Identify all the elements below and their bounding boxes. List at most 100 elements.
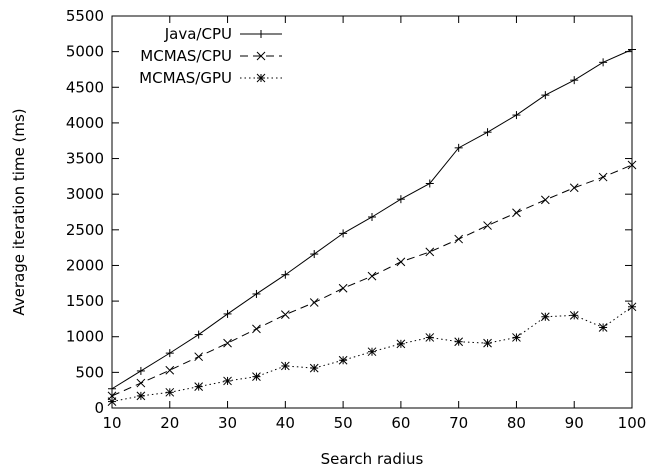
legend-label: Java/CPU bbox=[164, 25, 232, 43]
marker-stroke bbox=[367, 347, 377, 357]
legend-item-mcmas-cpu: MCMAS/CPU bbox=[140, 47, 282, 65]
data-point bbox=[252, 289, 261, 298]
marker-stroke bbox=[569, 310, 579, 320]
marker-stroke bbox=[338, 283, 348, 293]
data-point bbox=[512, 333, 521, 342]
data-point bbox=[367, 347, 377, 357]
data-point bbox=[310, 250, 319, 259]
data-point bbox=[136, 366, 145, 375]
y-tick-label: 1000 bbox=[66, 328, 104, 346]
data-point bbox=[540, 312, 550, 322]
series-mcmas-gpu bbox=[107, 302, 637, 406]
data-point bbox=[107, 397, 117, 406]
legend-marker bbox=[256, 51, 266, 61]
marker-stroke bbox=[569, 183, 579, 193]
marker-stroke bbox=[165, 387, 175, 397]
marker-stroke bbox=[425, 333, 435, 342]
marker-stroke bbox=[223, 376, 232, 386]
y-tick-label: 5000 bbox=[66, 43, 104, 61]
x-tick-label: 10 bbox=[102, 414, 121, 432]
x-axis: 10 20 30 40 50 60 70 80 90 100 bbox=[102, 16, 646, 432]
y-tick-label: 0 bbox=[94, 399, 104, 417]
marker-stroke bbox=[367, 271, 377, 281]
plot-border bbox=[111, 15, 633, 409]
data-point bbox=[223, 376, 232, 386]
data-point bbox=[339, 229, 348, 238]
marker-stroke bbox=[483, 221, 492, 230]
legend-label: MCMAS/CPU bbox=[140, 47, 232, 65]
marker-stroke bbox=[280, 310, 290, 319]
y-tick-label: 1500 bbox=[66, 292, 104, 310]
marker-stroke bbox=[483, 338, 492, 348]
data-point bbox=[252, 372, 261, 381]
marker-stroke bbox=[165, 365, 175, 375]
data-point bbox=[338, 283, 348, 293]
plot-frame bbox=[111, 15, 633, 409]
data-point bbox=[541, 91, 550, 100]
data-point bbox=[281, 270, 290, 279]
data-point bbox=[569, 310, 579, 320]
marker-stroke bbox=[194, 382, 204, 391]
data-point bbox=[425, 333, 435, 342]
marker-stroke bbox=[309, 298, 319, 307]
data-point bbox=[396, 339, 406, 349]
data-point bbox=[627, 302, 637, 312]
y-tick-label: 5500 bbox=[66, 7, 104, 25]
y-tick-label: 4500 bbox=[66, 78, 104, 96]
data-point bbox=[367, 271, 377, 281]
legend-item-java-cpu: Java/CPU bbox=[164, 25, 282, 43]
data-point bbox=[309, 363, 319, 373]
marker-stroke bbox=[396, 339, 406, 349]
data-point bbox=[483, 128, 492, 137]
marker-stroke bbox=[280, 361, 290, 371]
marker-stroke bbox=[512, 208, 521, 218]
marker-stroke bbox=[396, 257, 406, 267]
data-point bbox=[483, 338, 492, 348]
data-point bbox=[136, 391, 146, 401]
marker-stroke bbox=[194, 352, 204, 362]
data-point bbox=[454, 337, 464, 347]
marker-stroke bbox=[252, 324, 261, 334]
marker-stroke bbox=[627, 302, 637, 312]
data-point bbox=[194, 382, 204, 391]
y-axis: 0 500 1000 1500 2000 2500 3000 3500 4000 4500 5000… bbox=[66, 7, 632, 417]
marker-stroke bbox=[223, 338, 232, 348]
marker-stroke bbox=[454, 337, 464, 347]
marker-stroke bbox=[540, 312, 550, 322]
legend-marker bbox=[256, 73, 266, 83]
x-tick-label: 60 bbox=[391, 414, 410, 432]
marker-stroke bbox=[512, 333, 521, 342]
marker-stroke bbox=[425, 247, 435, 257]
data-point bbox=[280, 310, 290, 319]
marker-stroke bbox=[256, 73, 266, 83]
data-point bbox=[570, 76, 579, 85]
x-tick-label: 50 bbox=[334, 414, 353, 432]
marker-stroke bbox=[136, 391, 146, 401]
x-tick-label: 20 bbox=[160, 414, 179, 432]
marker-stroke bbox=[256, 51, 266, 61]
data-point bbox=[194, 330, 203, 339]
marker-stroke bbox=[454, 234, 464, 244]
data-point bbox=[165, 387, 175, 397]
data-point bbox=[540, 195, 550, 205]
x-axis-title: Search radius bbox=[321, 450, 424, 468]
data-point bbox=[425, 179, 434, 188]
data-point bbox=[628, 45, 636, 54]
marker-stroke bbox=[252, 372, 261, 381]
y-tick-label: 3500 bbox=[66, 150, 104, 168]
series-mcmas-cpu bbox=[107, 160, 637, 401]
y-tick-label: 2500 bbox=[66, 221, 104, 239]
data-point bbox=[252, 324, 261, 334]
legend-marker bbox=[257, 30, 265, 38]
x-tick-label: 70 bbox=[449, 414, 468, 432]
x-tick-label: 30 bbox=[218, 414, 237, 432]
data-point bbox=[599, 58, 608, 67]
data-point bbox=[598, 172, 608, 182]
series-java-cpu bbox=[108, 45, 636, 393]
data-point bbox=[165, 365, 175, 375]
y-tick-label: 2000 bbox=[66, 256, 104, 274]
data-point bbox=[108, 384, 116, 393]
data-point bbox=[454, 234, 464, 244]
data-point bbox=[338, 355, 348, 365]
